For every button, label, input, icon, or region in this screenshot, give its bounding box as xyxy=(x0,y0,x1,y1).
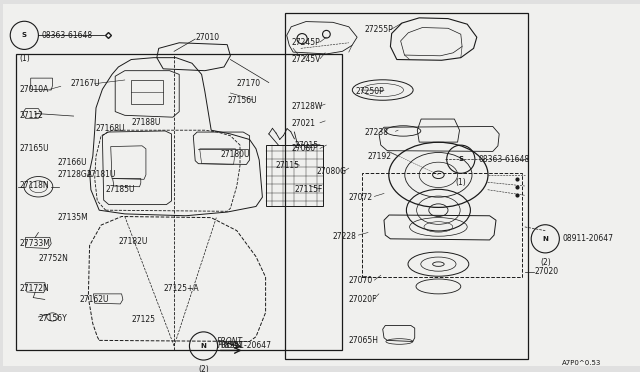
Text: 27156U: 27156U xyxy=(227,96,257,105)
Text: 27070: 27070 xyxy=(349,276,373,285)
Text: 27072: 27072 xyxy=(349,193,373,202)
Text: 27128W: 27128W xyxy=(291,102,323,110)
Text: 27255P: 27255P xyxy=(365,25,394,34)
Text: N: N xyxy=(200,343,207,349)
Text: A7P0^0.53: A7P0^0.53 xyxy=(562,360,602,366)
Text: 27065H: 27065H xyxy=(349,336,379,345)
Text: S: S xyxy=(22,32,27,38)
Text: 27170: 27170 xyxy=(237,79,261,88)
Text: 27125: 27125 xyxy=(131,315,155,324)
Text: S: S xyxy=(458,156,463,162)
Text: 27180U: 27180U xyxy=(221,150,250,159)
Text: 27188U: 27188U xyxy=(131,118,161,127)
Text: 27115F: 27115F xyxy=(294,185,323,194)
Text: 08363-61648: 08363-61648 xyxy=(42,31,93,40)
Text: 27080G: 27080G xyxy=(317,167,347,176)
Text: 27182U: 27182U xyxy=(118,237,148,246)
Text: 27020: 27020 xyxy=(534,267,559,276)
Text: FRONT: FRONT xyxy=(216,337,243,346)
Text: 27167U: 27167U xyxy=(70,79,100,88)
Text: 27128GA: 27128GA xyxy=(58,170,93,179)
Text: (1): (1) xyxy=(456,178,466,187)
Text: 27165U: 27165U xyxy=(19,144,49,153)
Text: 27118N: 27118N xyxy=(19,182,49,190)
Text: 27080: 27080 xyxy=(291,144,316,153)
Text: 08911-20647: 08911-20647 xyxy=(563,234,614,243)
Text: 27181U: 27181U xyxy=(86,170,116,179)
Text: 27010: 27010 xyxy=(195,33,220,42)
Text: 27250P: 27250P xyxy=(355,87,384,96)
Text: 27245V: 27245V xyxy=(291,55,321,64)
Text: 27135M: 27135M xyxy=(58,213,88,222)
Text: 08911-20647: 08911-20647 xyxy=(221,341,272,350)
Text: 27021: 27021 xyxy=(291,119,315,128)
Text: (2): (2) xyxy=(540,258,550,267)
Text: 27238: 27238 xyxy=(365,128,388,137)
Text: FRONT: FRONT xyxy=(218,341,244,350)
Text: 27020F: 27020F xyxy=(349,295,378,304)
Text: 27168U: 27168U xyxy=(96,124,125,133)
Text: 27015: 27015 xyxy=(294,141,319,150)
Text: 27156Y: 27156Y xyxy=(38,314,67,323)
Text: 27172N: 27172N xyxy=(19,284,49,293)
Text: 08363-61648: 08363-61648 xyxy=(478,155,529,164)
Text: 27166U: 27166U xyxy=(58,158,87,167)
Text: N: N xyxy=(542,236,548,242)
Text: 27192: 27192 xyxy=(368,152,392,161)
Text: 27228: 27228 xyxy=(333,232,356,241)
Text: 27162U: 27162U xyxy=(80,295,109,304)
Text: 27010A: 27010A xyxy=(19,85,49,94)
Text: 27125+A: 27125+A xyxy=(163,284,199,293)
Text: 27115: 27115 xyxy=(275,161,300,170)
Text: 27245P: 27245P xyxy=(291,38,320,47)
Text: 27752N: 27752N xyxy=(38,254,68,263)
Text: (2): (2) xyxy=(198,365,209,372)
Text: 27185U: 27185U xyxy=(106,185,135,194)
Text: 27733M: 27733M xyxy=(19,239,50,248)
Text: 27112: 27112 xyxy=(19,111,43,120)
Text: (1): (1) xyxy=(19,54,29,63)
